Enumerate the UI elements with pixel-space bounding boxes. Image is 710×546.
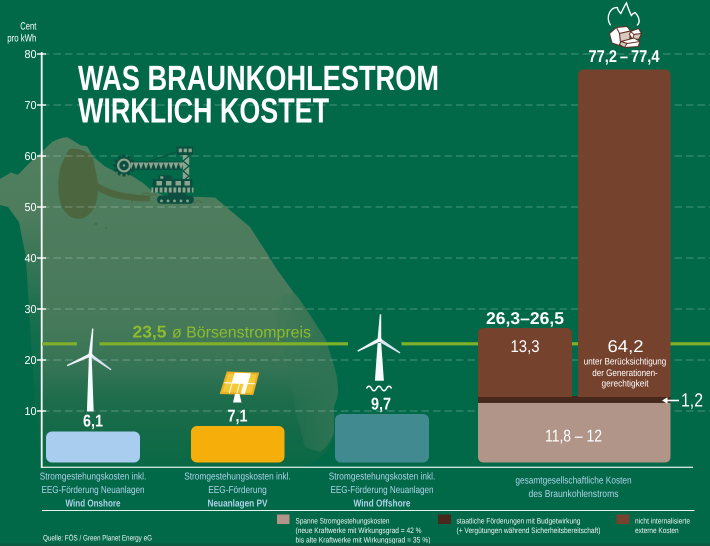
svg-text:gesamtgesellschaftliche Kosten: gesamtgesellschaftliche Kosten — [515, 476, 631, 487]
svg-text:11,8 – 12: 11,8 – 12 — [545, 427, 602, 446]
svg-text:unter Berücksichtigung: unter Berücksichtigung — [584, 357, 667, 368]
svg-text:EEG-Förderung Neuanlagen: EEG-Förderung Neuanlagen — [331, 485, 434, 496]
svg-text:80: 80 — [25, 49, 37, 61]
svg-text:64,2: 64,2 — [608, 337, 644, 356]
svg-text:pro kWh: pro kWh — [7, 33, 36, 45]
svg-text:9,7: 9,7 — [371, 395, 391, 414]
svg-text:Stromgestehungskosten inkl.: Stromgestehungskosten inkl. — [40, 472, 147, 483]
svg-text:1,2: 1,2 — [681, 391, 703, 412]
svg-text:26,3–26,5: 26,3–26,5 — [486, 309, 564, 328]
svg-text:10: 10 — [25, 406, 37, 418]
svg-text:WIRKLICH KOSTET: WIRKLICH KOSTET — [78, 91, 329, 130]
svg-text:EEG-Förderung: EEG-Förderung — [208, 485, 267, 496]
svg-text:WAS BRAUNKOHLESTROM: WAS BRAUNKOHLESTROM — [78, 59, 439, 98]
svg-text:gerechtigkeit: gerechtigkeit — [602, 379, 649, 390]
svg-text:Stromgestehungskosten inkl.: Stromgestehungskosten inkl. — [184, 472, 291, 483]
svg-text:staatliche Förderungen mit Bud: staatliche Förderungen mit Budgetwirkung — [457, 517, 581, 526]
svg-text:Wind Onshore: Wind Onshore — [66, 499, 121, 510]
svg-text:Spanne Stromgestehungskosten: Spanne Stromgestehungskosten — [296, 517, 390, 526]
svg-text:13,3: 13,3 — [511, 337, 540, 356]
svg-text:der Generationen-: der Generationen- — [592, 368, 658, 379]
svg-text:60: 60 — [25, 151, 37, 163]
svg-text:Cent: Cent — [20, 21, 36, 33]
svg-text:30: 30 — [25, 304, 37, 316]
svg-text:des Braunkohlenstroms: des Braunkohlenstroms — [529, 489, 619, 500]
svg-text:50: 50 — [25, 202, 37, 214]
svg-text:20: 20 — [25, 355, 37, 367]
svg-text:70: 70 — [25, 100, 37, 112]
svg-text:nicht internalisierte: nicht internalisierte — [635, 517, 690, 526]
svg-text:6,1: 6,1 — [83, 412, 103, 431]
svg-text:7,1: 7,1 — [228, 407, 248, 426]
svg-text:EEG-Förderung Neuanlagen: EEG-Förderung Neuanlagen — [42, 485, 145, 496]
svg-text:Quelle: FÖS / Green Planet Ene: Quelle: FÖS / Green Planet Energy eG — [43, 534, 152, 543]
svg-text:externe Kosten: externe Kosten — [635, 526, 679, 535]
svg-text:bis alte Kraftwerke mit Wirkun: bis alte Kraftwerke mit Wirkungsgrad = 3… — [296, 536, 431, 545]
svg-text:23,5: 23,5 — [133, 323, 167, 342]
svg-text:(neue Kraftwerke mit Wirkungsg: (neue Kraftwerke mit Wirkungsgrad = 42 % — [296, 526, 422, 535]
svg-text:Stromgestehungskosten inkl.: Stromgestehungskosten inkl. — [329, 472, 436, 483]
svg-text:Neuanlagen PV: Neuanlagen PV — [208, 499, 268, 510]
svg-text:Wind Offshore: Wind Offshore — [354, 499, 411, 510]
svg-text:77,2 – 77,4: 77,2 – 77,4 — [589, 47, 660, 66]
svg-text:(+ Vergütungen während Sicherh: (+ Vergütungen während Sicherheitsbereit… — [457, 526, 601, 535]
svg-text:40: 40 — [25, 253, 37, 265]
svg-text:ø Börsenstrompreis: ø Börsenstrompreis — [172, 325, 311, 342]
